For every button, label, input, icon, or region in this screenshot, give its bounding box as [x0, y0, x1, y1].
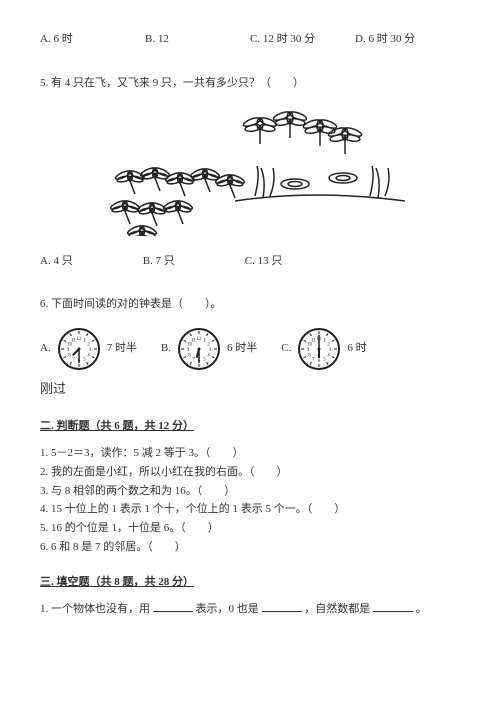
- clock-a-icon: 121234567891011: [57, 327, 101, 371]
- q4-opt-d: D. 6 时 30 分: [355, 30, 460, 50]
- tf-item: 6. 6 和 8 是 7 的邻居。（ ）: [40, 538, 460, 557]
- section2-list: 1. 5－2＝3，读作：5 减 2 等于 3。（ ） 2. 我的左面是小红，所以…: [40, 444, 460, 556]
- tf-item: 4. 15 十位上的 1 表示 1 个十，个位上的 1 表示 5 个一。（ ）: [40, 500, 460, 519]
- q6-b-pre: B.: [161, 339, 171, 359]
- q5-opt-a: A. 4 只: [40, 252, 73, 272]
- q6-extra: 刚过: [40, 377, 460, 400]
- q5-text: 5. 有 4 只在飞，又飞来 9 只，一共有多少只？（ ）: [40, 74, 460, 94]
- fill1-p4: 。: [416, 603, 427, 615]
- q5-opt-b: B. 7 只: [143, 252, 175, 272]
- q4-opt-c: C. 12 时 30 分: [250, 30, 355, 50]
- q6-a-pre: A.: [40, 339, 51, 359]
- q6-opt-a: A. 121234567891011 7 时半: [40, 327, 157, 371]
- q6-text: 6. 下面时间读的对的钟表是（ ）。: [40, 295, 460, 315]
- q6-opt-c: C. 121234567891011 6 时: [281, 327, 386, 371]
- q5-opt-c: C. 13 只: [245, 252, 283, 272]
- q5-illustration: [40, 106, 460, 236]
- q6-a-post: 7 时半: [107, 339, 137, 359]
- section3-header: 三. 填空题（共 8 题，共 28 分）: [40, 573, 460, 593]
- tf-item: 2. 我的左面是小红，所以小红在我的右面。（ ）: [40, 463, 460, 482]
- q6-c-pre: C.: [281, 339, 291, 359]
- svg-text:11: 11: [191, 339, 196, 344]
- clock-b-icon: 121234567891011: [177, 327, 221, 371]
- section2-header: 二. 判断题（共 6 题，共 12 分）: [40, 417, 460, 437]
- svg-text:11: 11: [311, 339, 316, 344]
- q5-options: A. 4 只 B. 7 只 C. 13 只: [40, 252, 460, 272]
- svg-text:12: 12: [76, 337, 82, 342]
- fill1-p3: ，自然数都是: [304, 603, 370, 615]
- fill1-p1: 1. 一个物体也没有，用: [40, 603, 150, 615]
- q6-c-post: 6 时: [347, 339, 366, 359]
- q4-opt-b: B. 12: [145, 30, 250, 50]
- svg-text:12: 12: [197, 337, 203, 342]
- blank: [373, 600, 413, 612]
- q6-clocks: A. 121234567891011 7 时半 B. 1212345678910…: [40, 327, 460, 371]
- q6-opt-b: B. 121234567891011 6 时半: [161, 327, 277, 371]
- fill1-p2: 表示，0 也是: [196, 603, 259, 615]
- q6-b-post: 6 时半: [227, 339, 257, 359]
- tf-item: 3. 与 8 相邻的两个数之和为 16。（ ）: [40, 482, 460, 501]
- tf-item: 1. 5－2＝3，读作：5 减 2 等于 3。（ ）: [40, 444, 460, 463]
- blank: [153, 600, 193, 612]
- fill-item-1: 1. 一个物体也没有，用 表示，0 也是 ，自然数都是 。: [40, 600, 460, 620]
- q4-options: A. 6 时 B. 12 C. 12 时 30 分 D. 6 时 30 分: [40, 30, 460, 50]
- blank: [262, 600, 302, 612]
- clock-c-icon: 121234567891011: [297, 327, 341, 371]
- q4-opt-a: A. 6 时: [40, 30, 145, 50]
- tf-item: 5. 16 的个位是 1，十位是 6。（ ）: [40, 519, 460, 538]
- svg-text:11: 11: [71, 339, 76, 344]
